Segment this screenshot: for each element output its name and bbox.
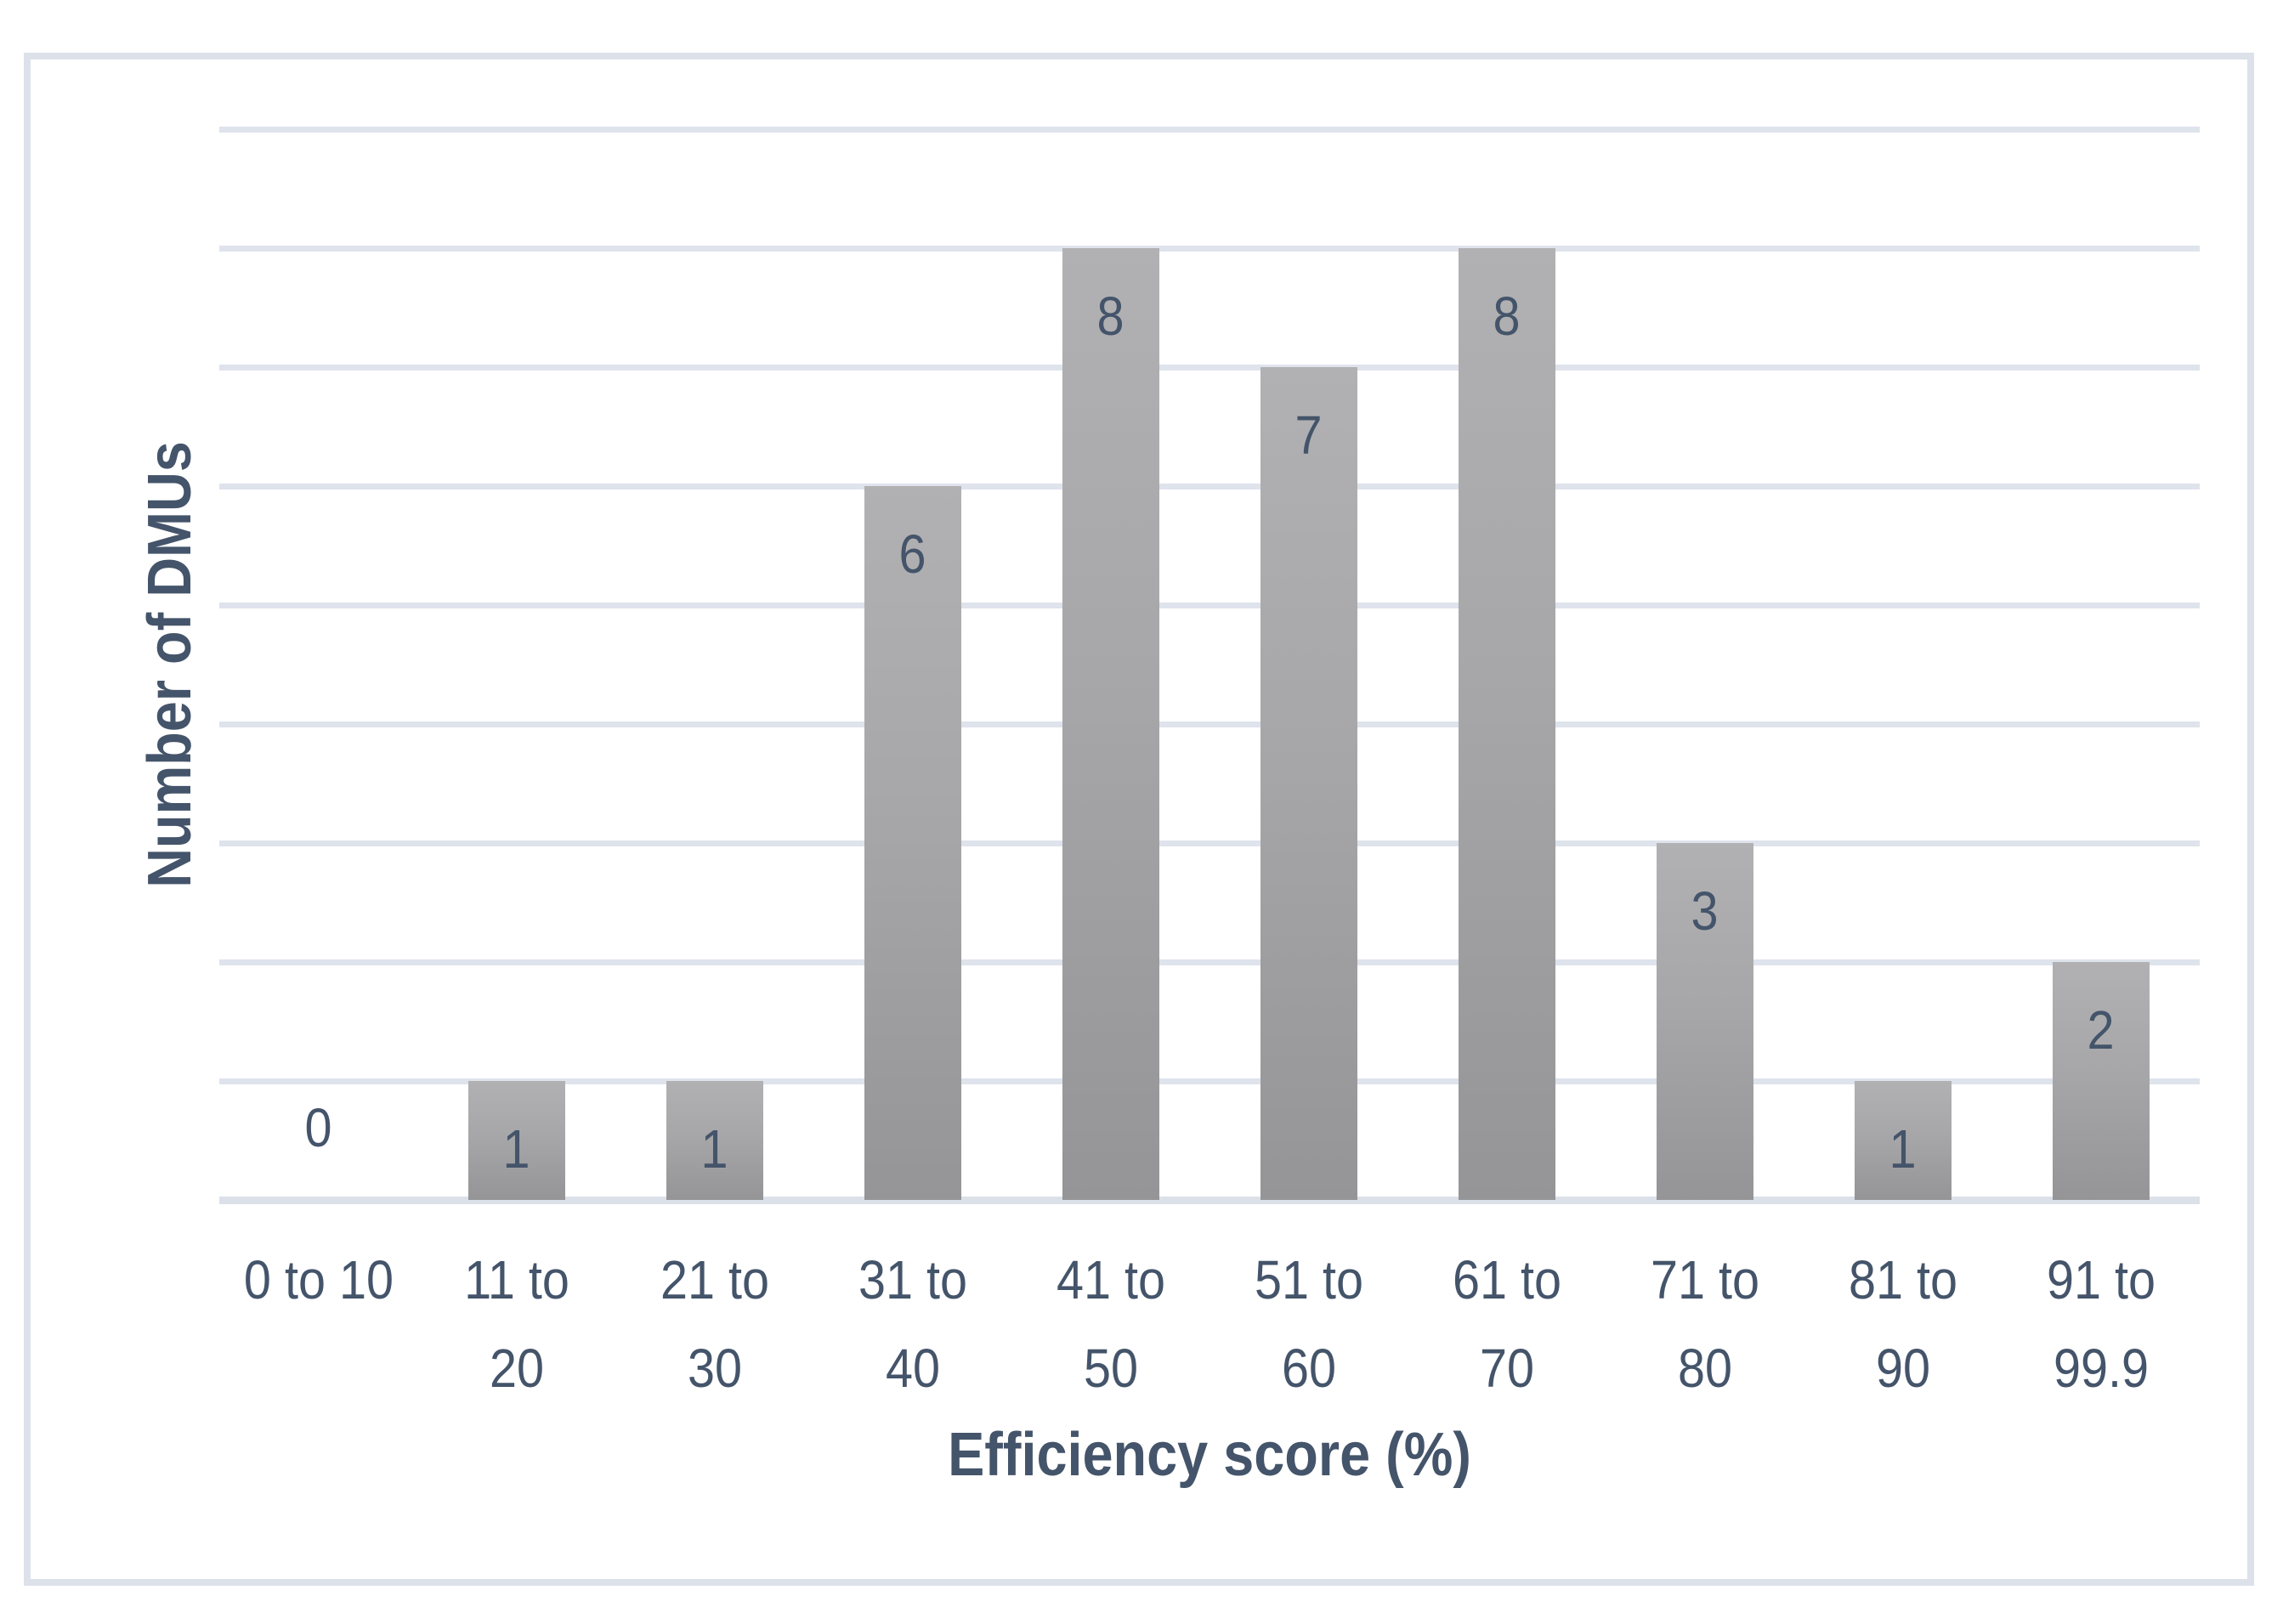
bar-value-label: 1	[1889, 1118, 1917, 1180]
bar-value-label: 7	[1294, 405, 1323, 466]
x-axis-title: Efficiency score (%)	[948, 1421, 1471, 1489]
gridline	[219, 840, 2200, 846]
gridline	[219, 484, 2200, 489]
x-tick-label: 61 to 70	[1452, 1249, 1561, 1399]
x-tick-label: 31 to 40	[858, 1249, 967, 1399]
y-axis-title: Number of DMUs	[136, 441, 204, 888]
gridline	[219, 365, 2200, 371]
bar-value-label: 1	[700, 1118, 728, 1180]
x-tick-label: 71 to 80	[1650, 1249, 1759, 1399]
bar-value-label: 6	[898, 523, 926, 585]
bar	[1260, 367, 1357, 1200]
bar-value-label: 0	[304, 1097, 332, 1158]
x-tick-label: 21 to 30	[660, 1249, 769, 1399]
bar	[666, 1081, 763, 1200]
x-tick-label: 81 to 90	[1848, 1249, 1957, 1399]
gridline	[219, 127, 2200, 133]
bar-value-label: 1	[502, 1118, 530, 1180]
bar	[1656, 843, 1753, 1200]
bar	[1458, 248, 1555, 1200]
gridline	[219, 721, 2200, 727]
gridline	[219, 959, 2200, 965]
x-tick-label: 41 to 50	[1056, 1249, 1165, 1399]
x-axis-line	[219, 1197, 2200, 1204]
x-tick-label: 11 to 20	[463, 1249, 569, 1399]
bar-value-label: 2	[2087, 999, 2115, 1061]
bar-value-label: 3	[1691, 880, 1719, 942]
x-tick-label: 0 to 10	[243, 1249, 394, 1310]
bar	[2052, 962, 2150, 1200]
bar-value-label: 8	[1096, 286, 1125, 347]
gridline	[219, 603, 2200, 608]
plot-area: 0 0 to 10 1 11 to 20 1 21 to 30 6 31 to 40 8 41 t…	[219, 127, 2200, 1399]
bar	[467, 1081, 565, 1200]
gridline	[219, 1078, 2200, 1084]
x-tick-label: 51 to 60	[1254, 1249, 1363, 1399]
bar	[864, 486, 961, 1200]
x-tick-label: 91 to 99.9	[2046, 1249, 2156, 1399]
bar	[1062, 248, 1159, 1200]
bar-value-label: 8	[1493, 286, 1521, 347]
gridline	[219, 246, 2200, 252]
bar	[1854, 1081, 1952, 1200]
